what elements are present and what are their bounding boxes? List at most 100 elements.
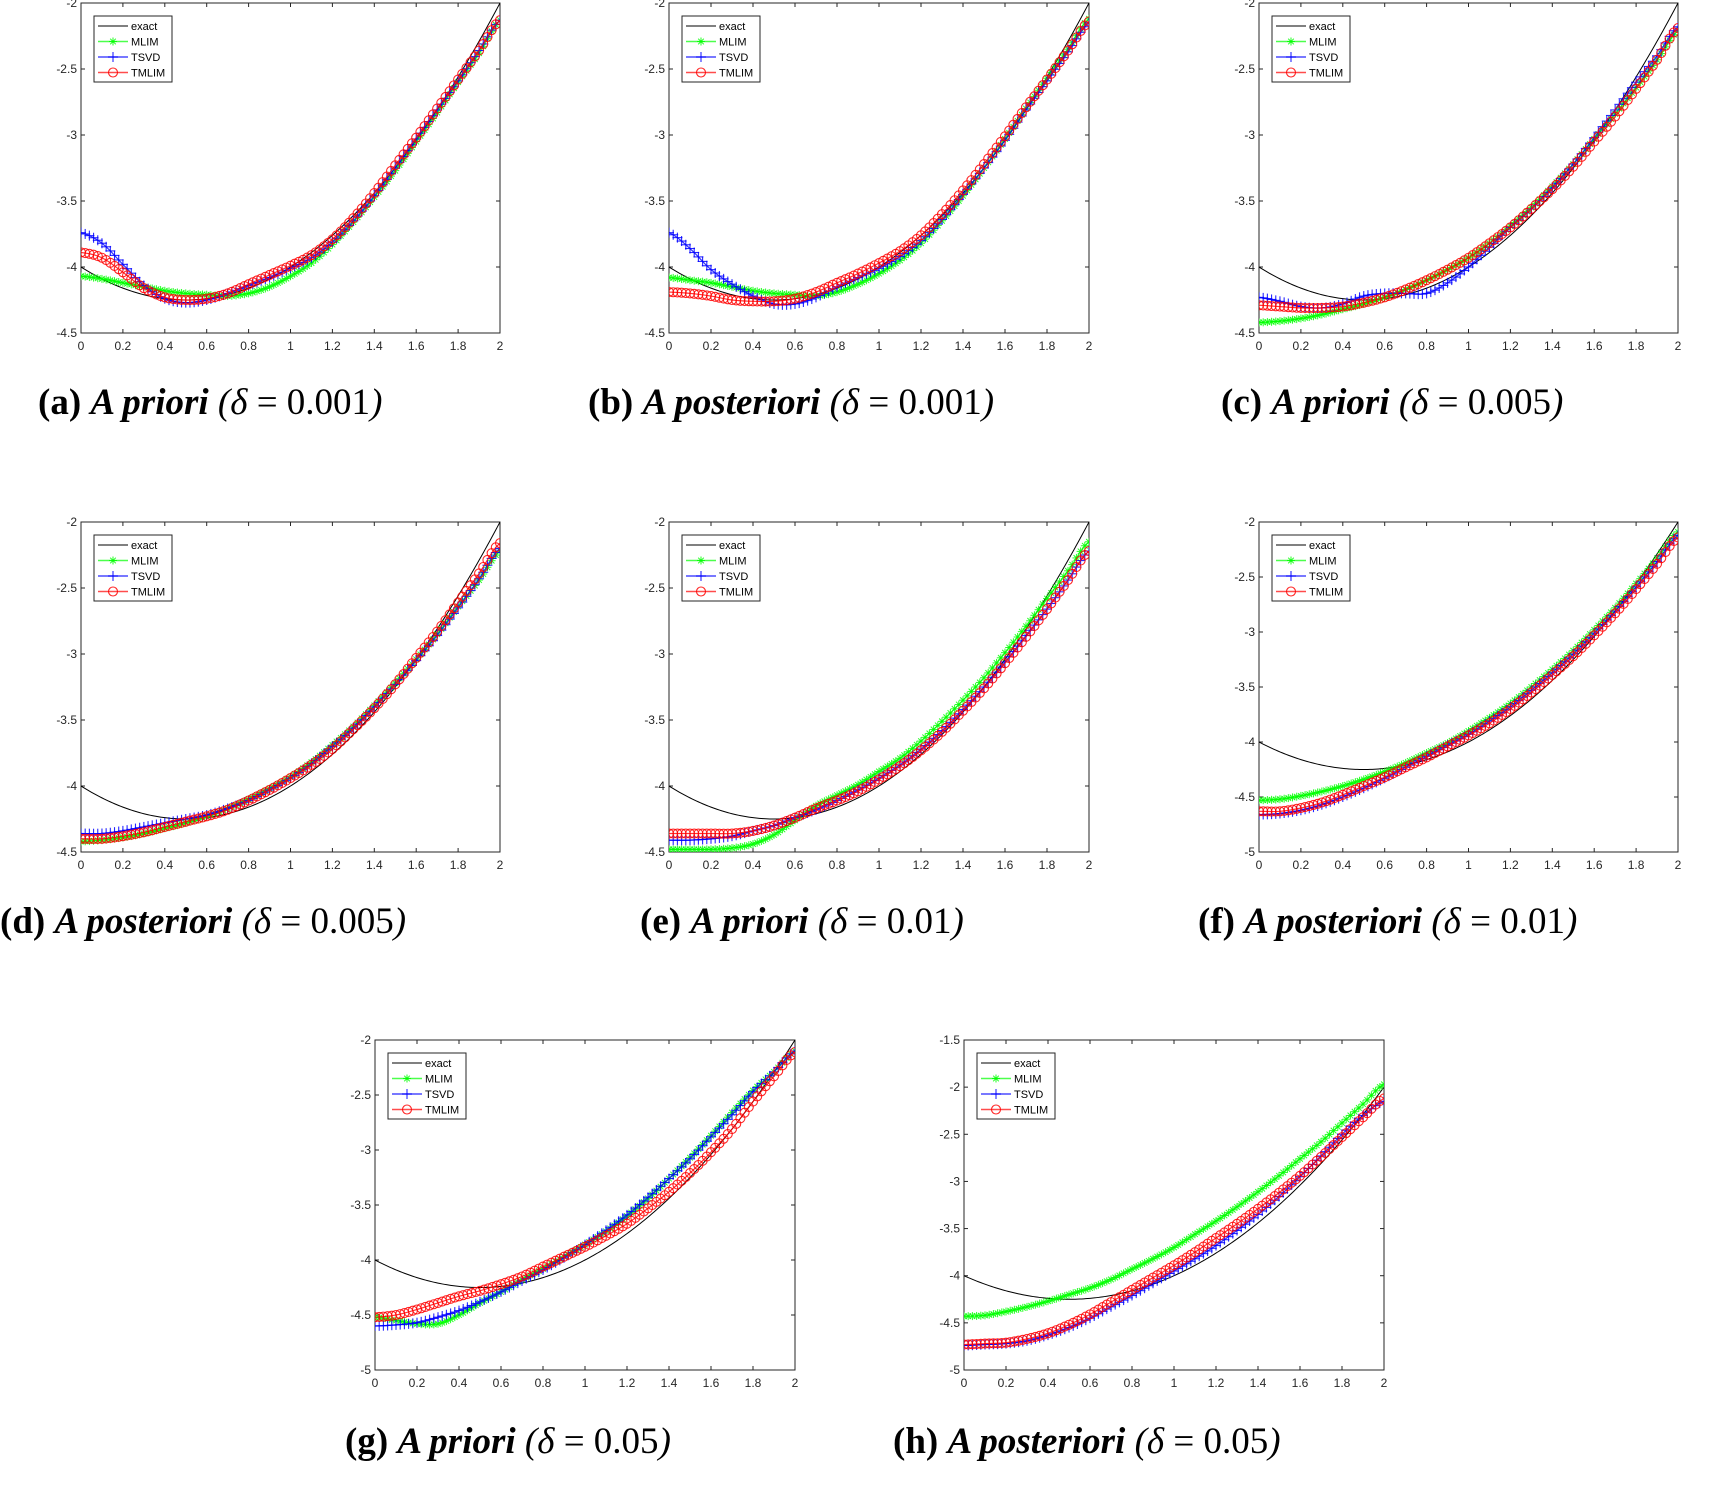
x-tick-label: 0	[78, 858, 85, 872]
x-tick-label: 1	[1171, 1376, 1178, 1390]
x-tick-label: 1.2	[1208, 1376, 1225, 1390]
x-tick-label: 1.8	[450, 339, 467, 353]
x-tick-label: 0.8	[829, 858, 846, 872]
y-tick-label: -3.5	[56, 194, 77, 208]
x-tick-label: 2	[1675, 339, 1682, 353]
x-tick-label: 1.2	[913, 858, 930, 872]
caption-e: (e) A priori (δ = 0.01)	[640, 901, 964, 942]
caption-delta-value: = 0.001	[859, 382, 982, 423]
y-tick-label: -4.5	[644, 326, 665, 340]
delta-symbol: δ	[537, 1421, 555, 1462]
y-tick-label: -5	[360, 1363, 371, 1377]
x-tick-label: 1.8	[450, 858, 467, 872]
x-tick-label: 1.8	[745, 1376, 762, 1390]
legend: exact MLIM TSVD TMLIM	[1271, 15, 1351, 83]
caption-delta-value: = 0.001	[247, 382, 371, 423]
legend: exact MLIM TSVD TMLIM	[681, 15, 761, 83]
x-tick-label: 0.2	[703, 339, 720, 353]
legend-entry-tsvd: TSVD	[131, 52, 160, 64]
delta-symbol: δ	[1146, 1421, 1165, 1462]
x-tick-label: 0.8	[829, 339, 846, 353]
legend-entry-tmlim: TMLIM	[1309, 68, 1343, 80]
x-tick-label: 0.2	[1293, 339, 1310, 353]
y-tick-label: -4	[1244, 260, 1255, 274]
legend-entry-tmlim: TMLIM	[1309, 587, 1343, 599]
legend-entry-tsvd: TSVD	[1309, 52, 1338, 64]
x-tick-label: 1	[876, 339, 883, 353]
y-tick-label: -2	[66, 0, 77, 10]
y-tick-label: -3.5	[644, 713, 665, 727]
y-tick-label: -2.5	[56, 62, 77, 76]
caption-delta-value: = 0.05	[1164, 1421, 1269, 1462]
legend: exact MLIM TSVD TMLIM	[93, 15, 173, 83]
caption-g: (g) A priori (δ = 0.05)	[345, 1421, 671, 1462]
series-tmlim	[964, 1093, 1384, 1350]
series-tsvd	[964, 1096, 1384, 1351]
x-tick-label: 1	[287, 858, 294, 872]
caption-delta-value: = 0.005	[1428, 382, 1551, 423]
y-tick-label: -3	[66, 647, 77, 661]
y-tick-label: -4.5	[56, 845, 77, 859]
x-tick-label: 2	[1086, 858, 1093, 872]
series-mlim	[81, 547, 500, 846]
legend-entry-tmlim: TMLIM	[131, 68, 165, 80]
legend-entry-tmlim: TMLIM	[719, 587, 753, 599]
caption-a: (a) A priori (δ = 0.001)	[38, 382, 383, 423]
series-tmlim	[375, 1047, 795, 1323]
y-tick-label: -2.5	[939, 1127, 960, 1141]
delta-symbol: δ	[830, 901, 848, 942]
x-tick-label: 0.6	[787, 339, 804, 353]
series-tmlim	[1259, 23, 1678, 314]
y-tick-label: -3	[1244, 625, 1255, 639]
y-tick-label: -2	[360, 1033, 371, 1047]
series-mlim	[669, 537, 1089, 852]
caption-h: (h) A posteriori (δ = 0.05)	[893, 1421, 1281, 1462]
legend-entry-tmlim: TMLIM	[1014, 1105, 1048, 1117]
x-tick-label: 0.2	[409, 1376, 426, 1390]
legend-entry-exact: exact	[719, 540, 745, 552]
x-tick-label: 1.4	[1544, 339, 1561, 353]
series-tmlim	[669, 545, 1089, 839]
x-tick-label: 1.6	[1586, 858, 1603, 872]
legend-entry-tsvd: TSVD	[1309, 571, 1338, 583]
x-tick-label: 0.2	[115, 858, 132, 872]
x-tick-label: 1.8	[1628, 339, 1645, 353]
caption-method: A priori	[397, 1421, 516, 1462]
x-tick-label: 1.4	[1544, 858, 1561, 872]
series-tsvd	[669, 546, 1089, 846]
legend: exact MLIM TSVD TMLIM	[93, 534, 173, 602]
y-tick-label: -3	[1244, 128, 1255, 142]
delta-symbol: δ	[841, 382, 860, 423]
x-tick-label: 1.8	[1334, 1376, 1351, 1390]
x-tick-label: 0.6	[787, 858, 804, 872]
x-tick-label: 0.6	[1376, 339, 1393, 353]
caption-label: (b)	[588, 382, 634, 423]
caption-method: A posteriori	[54, 901, 233, 942]
x-tick-label: 0	[1256, 858, 1263, 872]
x-tick-label: 1	[1465, 858, 1472, 872]
delta-symbol: δ	[1411, 382, 1429, 423]
legend-entry-tsvd: TSVD	[131, 571, 160, 583]
y-tick-label: -2	[949, 1080, 960, 1094]
x-tick-label: 2	[1086, 339, 1093, 353]
y-tick-label: -2.5	[56, 581, 77, 595]
legend-entry-mlim: MLIM	[719, 37, 747, 49]
y-tick-label: -3.5	[1234, 194, 1255, 208]
legend-entry-exact: exact	[1309, 540, 1335, 552]
caption-label: (e)	[640, 901, 682, 942]
x-tick-label: 1.4	[1250, 1376, 1267, 1390]
caption-method: A priori	[690, 901, 809, 942]
x-tick-label: 0	[1256, 339, 1263, 353]
legend-entry-tsvd: TSVD	[719, 571, 748, 583]
x-tick-label: 1.2	[619, 1376, 636, 1390]
x-tick-label: 0	[372, 1376, 379, 1390]
x-tick-label: 1.6	[997, 339, 1014, 353]
